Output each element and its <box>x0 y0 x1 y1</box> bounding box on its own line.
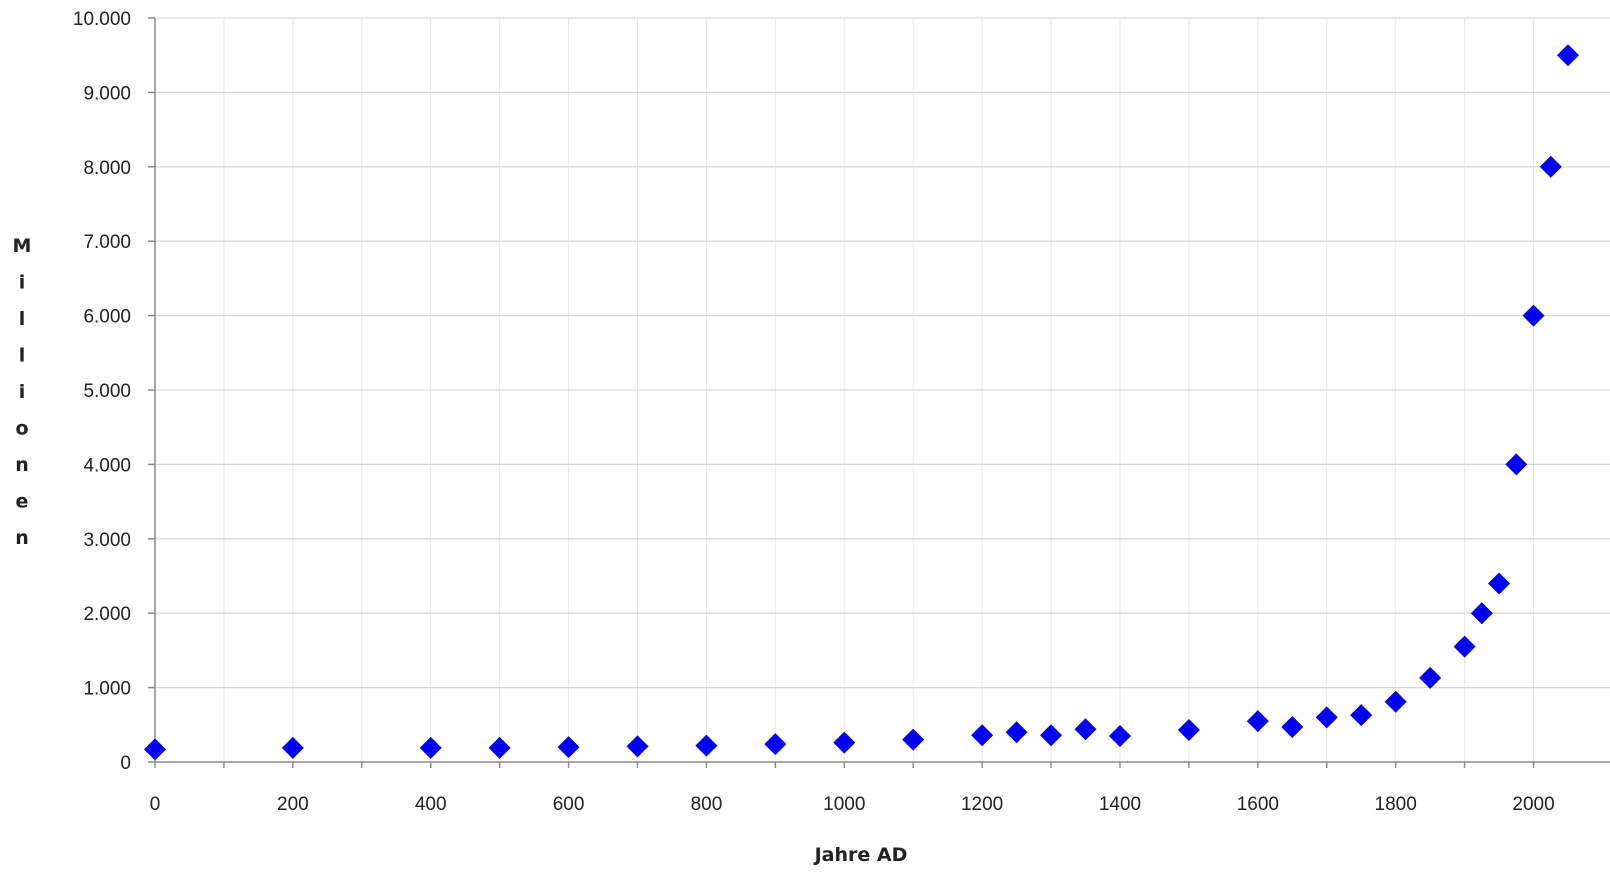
y-tick-label: 1.000 <box>83 679 131 700</box>
data-point <box>1281 716 1304 739</box>
x-tick-label: 1400 <box>1099 794 1141 815</box>
data-point <box>1177 719 1200 742</box>
data-point <box>1384 690 1407 713</box>
x-tick-label: 1800 <box>1375 794 1417 815</box>
x-tick-label: 800 <box>691 794 723 815</box>
data-point <box>281 736 304 759</box>
data-point <box>1557 44 1579 67</box>
data-point <box>1040 724 1063 747</box>
y-tick-label: 3.000 <box>83 530 131 551</box>
axes <box>148 17 1610 768</box>
data-point <box>1539 155 1562 178</box>
x-axis-tick-labels: 0 200 400 600 800 1000 1200 1400 1600 1800 2000 <box>150 794 1555 815</box>
data-point <box>1488 572 1511 595</box>
data-point <box>1522 304 1545 327</box>
x-tick-label: 1200 <box>961 794 1003 815</box>
data-point <box>488 736 511 759</box>
y-tick-label: 2.000 <box>83 604 131 625</box>
x-tick-label: 1600 <box>1237 794 1279 815</box>
data-point <box>1350 704 1373 727</box>
x-tick-label: 0 <box>150 794 161 815</box>
y-tick-label: 4.000 <box>83 455 131 476</box>
horizontal-gridlines <box>155 17 1610 689</box>
y-tick-label: 8.000 <box>83 158 131 179</box>
data-point <box>1315 706 1338 729</box>
x-tick-label: 400 <box>415 794 447 815</box>
data-point <box>971 724 994 747</box>
y-tick-label: 10.000 <box>73 9 131 30</box>
data-point <box>1470 602 1493 625</box>
data-point <box>1419 666 1442 689</box>
x-axis-title: Jahre AD <box>813 844 908 866</box>
data-point <box>419 736 442 759</box>
x-tick-label: 600 <box>553 794 585 815</box>
data-point <box>695 734 718 757</box>
x-tick-label: 2000 <box>1512 794 1554 815</box>
data-point <box>1108 724 1131 747</box>
y-axis-tick-labels: 0 1.000 2.000 3.000 4.000 5.000 6.000 7.000 8.00… <box>73 9 131 774</box>
data-point <box>1505 453 1528 476</box>
data-point <box>144 738 166 761</box>
data-point <box>1005 721 1028 744</box>
data-point <box>1453 635 1476 658</box>
data-point <box>1074 718 1097 741</box>
data-point <box>833 731 856 754</box>
y-tick-label: 0 <box>120 753 131 774</box>
x-tick-label: 1000 <box>823 794 865 815</box>
x-tick-label: 200 <box>277 794 309 815</box>
y-tick-label: 7.000 <box>83 232 131 253</box>
data-point <box>626 735 649 758</box>
y-tick-label: 6.000 <box>83 307 131 328</box>
data-point <box>557 736 580 759</box>
data-point <box>764 733 787 756</box>
y-tick-label: 9.000 <box>83 83 131 104</box>
data-point <box>1246 710 1269 733</box>
data-point <box>902 728 925 751</box>
y-tick-label: 5.000 <box>83 381 131 402</box>
data-points <box>144 44 1579 761</box>
